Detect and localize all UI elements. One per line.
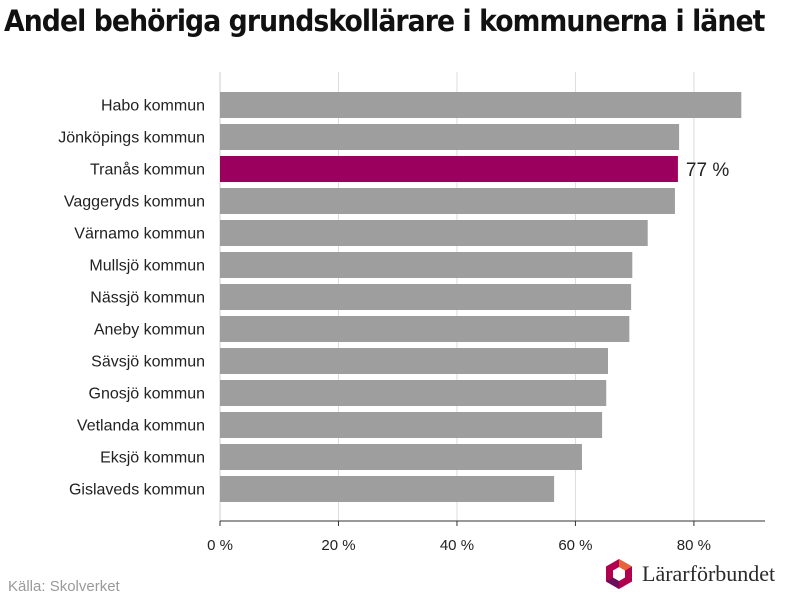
bar bbox=[220, 380, 607, 406]
bar bbox=[220, 284, 632, 310]
bars bbox=[220, 92, 742, 502]
brand-name: Lärarförbundet bbox=[642, 561, 776, 586]
bar bbox=[220, 348, 609, 374]
chart-title: Andel behöriga grundskollärare i kommune… bbox=[4, 4, 765, 38]
x-tick-label: 80 % bbox=[677, 537, 711, 554]
category-label: Mullsjö kommun bbox=[89, 258, 205, 275]
category-label: Gnosjö kommun bbox=[89, 386, 206, 403]
data-label: 77 % bbox=[686, 160, 729, 181]
bar bbox=[220, 316, 630, 342]
bar bbox=[220, 444, 582, 470]
category-label: Sävsjö kommun bbox=[91, 354, 205, 371]
category-label: Vaggeryds kommun bbox=[64, 194, 205, 211]
category-label: Tranås kommun bbox=[90, 161, 205, 179]
category-label: Eksjö kommun bbox=[100, 450, 205, 467]
category-label: Nässjö kommun bbox=[90, 290, 205, 307]
x-tick-label: 20 % bbox=[321, 537, 355, 554]
bar bbox=[220, 92, 742, 118]
category-label: Habo kommun bbox=[101, 98, 205, 115]
category-label: Aneby kommun bbox=[94, 322, 205, 339]
x-tick-label: 60 % bbox=[558, 537, 592, 554]
bar bbox=[220, 252, 633, 278]
bar bbox=[220, 188, 675, 214]
bar bbox=[220, 476, 555, 502]
bar-highlighted bbox=[220, 156, 678, 182]
x-tick-label: 0 % bbox=[207, 537, 233, 554]
category-label: Jönköpings kommun bbox=[58, 130, 205, 147]
bar bbox=[220, 412, 603, 438]
category-label: Vetlanda kommun bbox=[77, 418, 205, 435]
source-note: Källa: Skolverket bbox=[8, 578, 120, 595]
hexagon-logo-icon bbox=[606, 559, 632, 589]
category-label: Gislaveds kommun bbox=[69, 482, 205, 499]
brand-logo: Lärarförbundet bbox=[602, 557, 775, 591]
category-labels: Habo kommun Jönköpings kommun Tranås kommu… bbox=[58, 98, 729, 499]
category-label: Värnamo kommun bbox=[74, 226, 205, 243]
x-axis-ticks: 0 % 20 % 40 % 60 % 80 % bbox=[207, 521, 711, 554]
bar bbox=[220, 124, 680, 150]
bar bbox=[220, 220, 648, 246]
x-tick-label: 40 % bbox=[440, 537, 474, 554]
